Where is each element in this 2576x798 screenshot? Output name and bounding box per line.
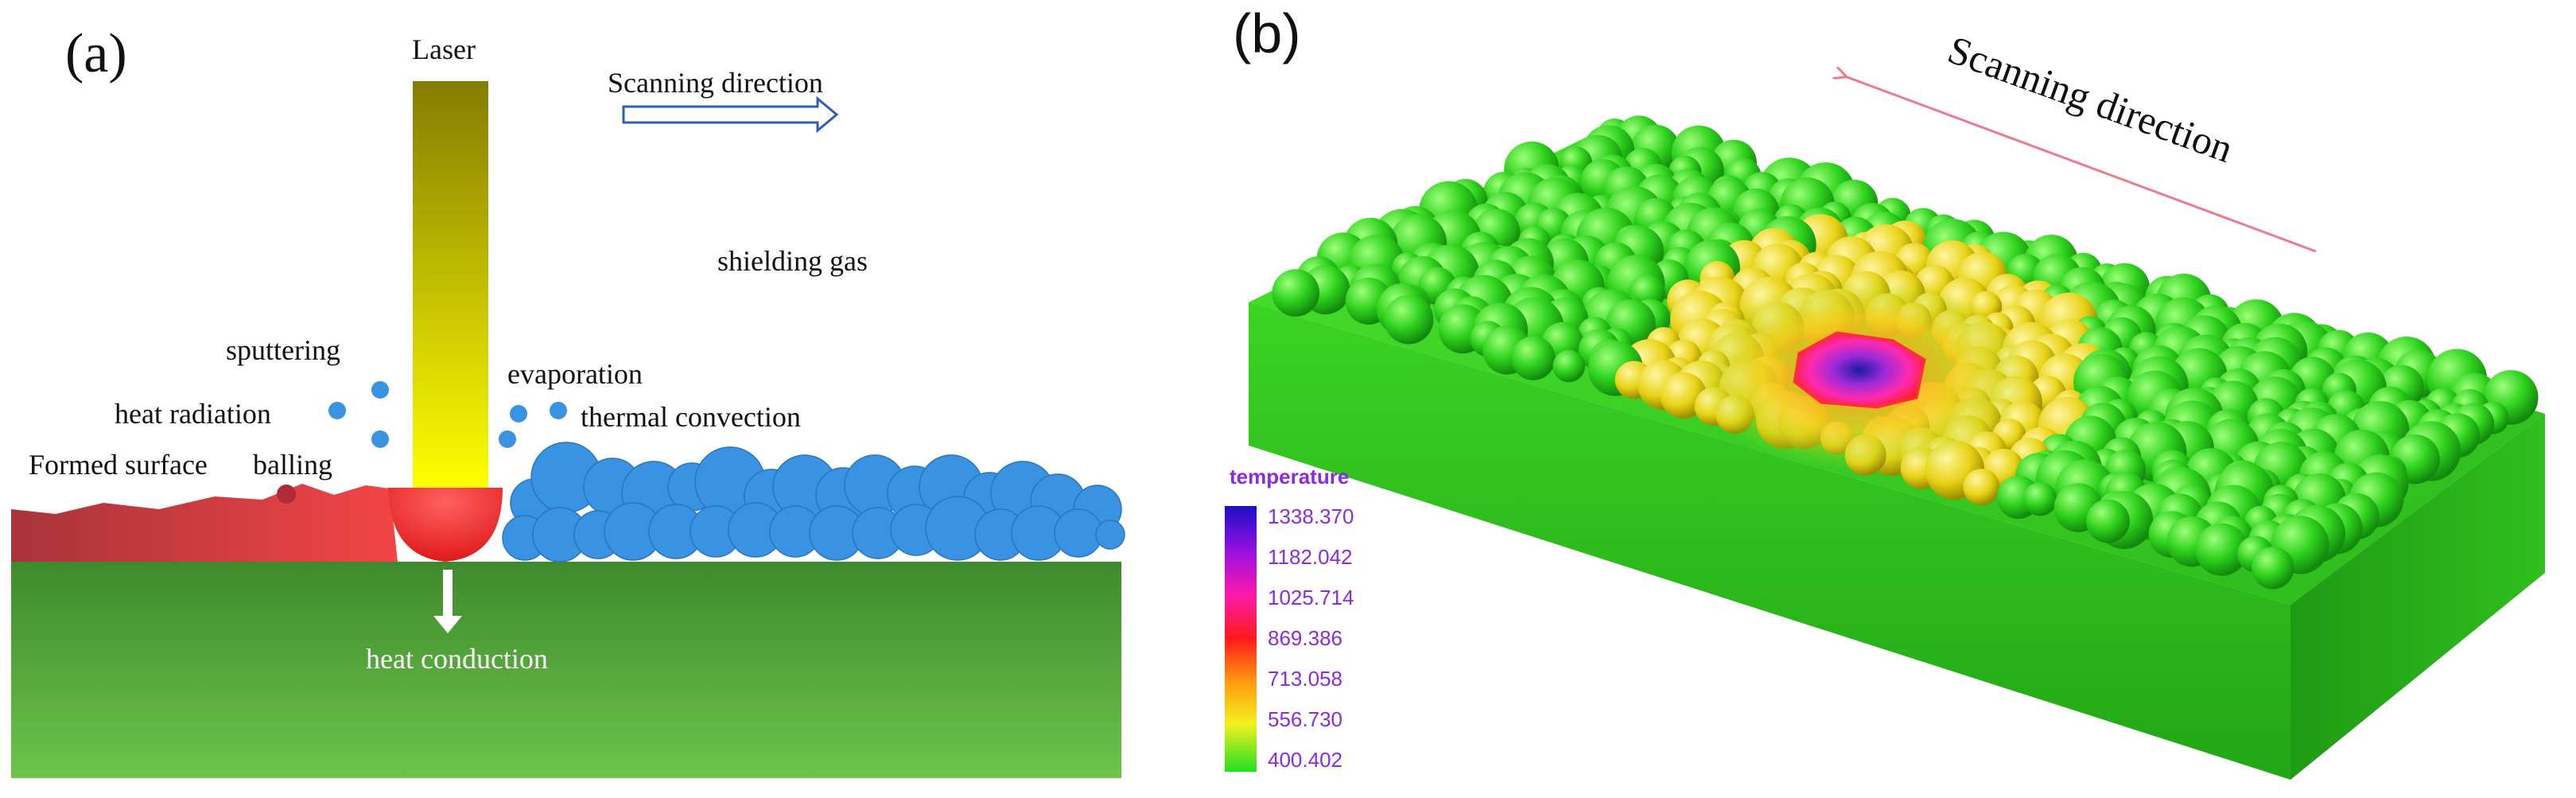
powder-spheres (1272, 115, 2539, 590)
heat-conduction-label: heat conduction (366, 643, 548, 675)
powder-sphere (1384, 294, 1434, 345)
powder-particle (1095, 520, 1125, 550)
scanning-direction-label-b: Scanning direction (1942, 27, 2239, 171)
panel-b-label: (b) (1233, 2, 1301, 64)
laser-beam (413, 81, 488, 489)
heat-radiation-label: heat radiation (115, 398, 271, 430)
spatter-droplets (328, 381, 567, 448)
legend-value: 400.402 (1268, 748, 1342, 772)
slab-side (2290, 414, 2545, 780)
powder-sphere (1511, 336, 1556, 380)
legend-value: 556.730 (1268, 707, 1342, 731)
spatter-droplet (371, 381, 389, 399)
melt-pool-b (1793, 331, 1926, 409)
slab-front (1249, 302, 2290, 780)
balling-droplet (277, 485, 296, 504)
powder-sphere (1552, 349, 1585, 383)
powder-particle (1054, 508, 1103, 558)
legend-value: 869.386 (1268, 626, 1342, 650)
legend-value: 1182.042 (1268, 545, 1353, 569)
legend-values: 1338.370 1182.042 1025.714 869.386 713.058 55… (1268, 504, 1354, 772)
legend-title: temperature (1230, 465, 1349, 489)
panel-b: (b) Scanning direction temperature 1338.… (1225, 2, 2545, 780)
powder-sphere (2252, 547, 2294, 590)
formed-surface-label: Formed surface (29, 449, 208, 481)
legend-value: 1025.714 (1268, 586, 1354, 609)
powder-bed (502, 442, 1125, 562)
heat-conduction-arrowhead (433, 616, 462, 633)
scanning-direction-arrow-b (1845, 76, 2317, 253)
laser-label: Laser (412, 33, 476, 65)
spatter-droplet (510, 405, 527, 422)
spatter-droplet (371, 430, 389, 448)
evaporation-label: evaporation (507, 358, 643, 390)
melt-pool (388, 488, 503, 562)
panel-a: (a) Laser Scanning direction shielding g… (11, 23, 1125, 778)
legend-colorbar (1225, 506, 1257, 772)
scanning-direction-label-a: Scanning direction (608, 67, 823, 99)
legend-value: 713.058 (1268, 667, 1342, 691)
formed-surface (11, 484, 398, 562)
powder-sphere (2195, 523, 2248, 576)
scanning-direction-arrow-a (622, 95, 839, 134)
powder-sphere (2023, 482, 2057, 516)
spatter-droplet (550, 402, 567, 419)
shielding-gas-label: shielding gas (717, 245, 868, 277)
spatter-droplet (499, 430, 516, 448)
sputtering-label: sputtering (226, 334, 340, 366)
balling-label: balling (253, 449, 332, 481)
thermal-convection-label: thermal convection (581, 401, 801, 433)
legend-value: 1338.370 (1268, 504, 1354, 528)
substrate (11, 562, 1121, 778)
powder-sphere (1963, 469, 2000, 506)
powder-sphere (2086, 499, 2130, 543)
spatter-droplet (328, 402, 346, 419)
panel-a-label: (a) (65, 23, 127, 84)
powder-sphere (1272, 269, 1319, 317)
